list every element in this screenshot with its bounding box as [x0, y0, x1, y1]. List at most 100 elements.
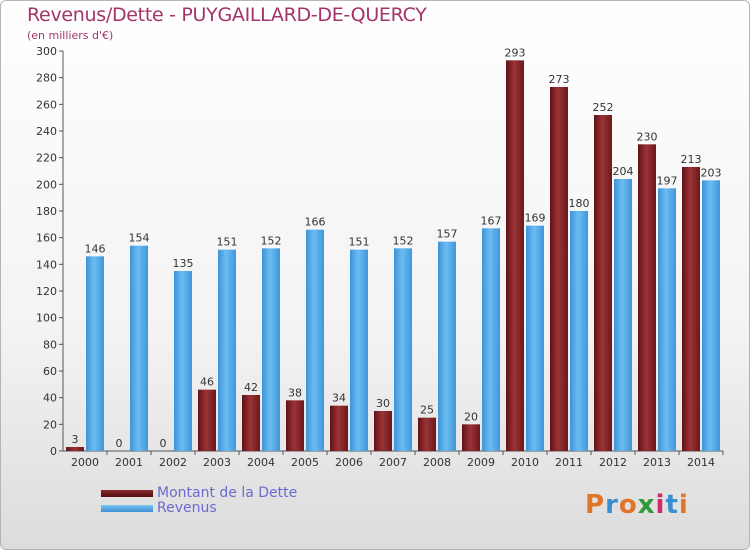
- x-tick-label: 2003: [203, 456, 231, 469]
- data-label-dette: 25: [420, 404, 434, 417]
- data-label-revenus: 154: [129, 232, 150, 245]
- y-tick-label: 220: [36, 152, 57, 165]
- legend-label-dette: Montant de la Dette: [157, 485, 298, 501]
- data-label-dette: 42: [244, 381, 258, 394]
- data-label-dette: 230: [637, 130, 658, 143]
- data-label-dette: 46: [200, 376, 214, 389]
- bar-dette: [374, 411, 392, 451]
- bar-dette: [330, 405, 348, 451]
- logo-letter: i: [678, 490, 689, 520]
- x-tick-label: 2002: [159, 456, 187, 469]
- data-label-revenus: 151: [349, 236, 370, 249]
- bar-dette: [242, 395, 260, 451]
- y-tick-label: 60: [43, 365, 57, 378]
- y-tick-label: 160: [36, 232, 57, 245]
- logo-letter: i: [655, 490, 666, 520]
- data-label-dette: 0: [116, 437, 123, 450]
- data-label-dette: 273: [549, 73, 570, 86]
- data-label-revenus: 167: [481, 214, 502, 227]
- x-tick-label: 2014: [687, 456, 715, 469]
- bar-revenus: [174, 271, 192, 451]
- x-tick-label: 2000: [71, 456, 99, 469]
- bar-revenus: [570, 211, 588, 451]
- bar-dette: [506, 60, 524, 451]
- bar-dette: [418, 417, 436, 451]
- bar-revenus: [482, 228, 500, 451]
- x-tick-label: 2004: [247, 456, 275, 469]
- data-label-revenus: 135: [173, 257, 194, 270]
- data-label-dette: 34: [332, 392, 346, 405]
- bar-dette: [286, 400, 304, 451]
- legend-swatch-dette: [101, 490, 153, 497]
- y-tick-label: 280: [36, 72, 57, 85]
- y-tick-label: 120: [36, 285, 57, 298]
- data-label-dette: 20: [464, 410, 478, 423]
- logo-letter: t: [665, 490, 679, 520]
- chart-axes: 0204060801001201401601802002202402602803…: [36, 45, 724, 469]
- chart-data-labels: 3 0 046 42 38 34 30252029327325223021314615413…: [72, 46, 722, 450]
- data-label-revenus: 203: [701, 166, 722, 179]
- bar-dette: [66, 447, 84, 451]
- bar-revenus: [614, 179, 632, 451]
- logo-letter: o: [618, 490, 638, 520]
- bar-dette: [638, 144, 656, 452]
- bar-revenus: [130, 245, 148, 451]
- data-label-dette: 0: [160, 437, 167, 450]
- data-label-dette: 3: [72, 433, 79, 446]
- data-label-revenus: 151: [217, 236, 238, 249]
- bar-dette: [550, 87, 568, 451]
- data-label-revenus: 152: [261, 234, 282, 247]
- y-tick-label: 80: [43, 338, 57, 351]
- data-label-dette: 213: [681, 153, 702, 166]
- y-tick-label: 240: [36, 125, 57, 138]
- chart-bars: [66, 60, 720, 452]
- legend-label-revenus: Revenus: [157, 500, 217, 516]
- bar-chart: 0204060801001201401601802002202402602803…: [36, 45, 724, 469]
- bar-revenus: [438, 241, 456, 451]
- data-label-dette: 30: [376, 397, 390, 410]
- logo-letter: P: [585, 490, 606, 520]
- data-label-revenus: 169: [525, 212, 546, 225]
- bar-dette: [198, 389, 216, 451]
- bar-revenus: [86, 256, 104, 451]
- x-tick-label: 2001: [115, 456, 143, 469]
- legend-swatch-revenus: [101, 505, 153, 512]
- logo-letter: r: [605, 490, 619, 520]
- x-tick-label: 2013: [643, 456, 671, 469]
- y-tick-label: 300: [36, 45, 57, 58]
- x-tick-label: 2008: [423, 456, 451, 469]
- bar-revenus: [702, 180, 720, 452]
- x-tick-label: 2009: [467, 456, 495, 469]
- data-label-revenus: 197: [657, 174, 678, 187]
- data-label-dette: 38: [288, 386, 302, 399]
- y-tick-label: 40: [43, 392, 57, 405]
- bar-dette: [594, 115, 612, 451]
- bar-revenus: [526, 225, 544, 451]
- proxiti-logo: Proxiti: [585, 490, 689, 520]
- x-tick-label: 2011: [555, 456, 583, 469]
- bar-revenus: [658, 188, 676, 452]
- y-tick-label: 180: [36, 205, 57, 218]
- bar-revenus: [350, 249, 368, 451]
- x-tick-label: 2006: [335, 456, 363, 469]
- data-label-revenus: 157: [437, 228, 458, 241]
- bar-dette: [682, 167, 700, 451]
- x-tick-label: 2007: [379, 456, 407, 469]
- data-label-revenus: 180: [569, 197, 590, 210]
- x-tick-label: 2010: [511, 456, 539, 469]
- y-tick-label: 0: [50, 445, 57, 458]
- data-label-revenus: 166: [305, 216, 326, 229]
- data-label-revenus: 204: [613, 165, 634, 178]
- chart-title: Revenus/Dette - PUYGAILLARD-DE-QUERCY: [27, 4, 427, 26]
- chart-subtitle: (en milliers d'€): [27, 29, 114, 42]
- bar-dette: [462, 424, 480, 451]
- data-label-revenus: 146: [85, 242, 106, 255]
- y-tick-label: 200: [36, 178, 57, 191]
- x-tick-label: 2005: [291, 456, 319, 469]
- bar-revenus: [262, 248, 280, 451]
- data-label-dette: 293: [505, 46, 526, 59]
- bar-revenus: [218, 249, 236, 451]
- y-tick-label: 100: [36, 312, 57, 325]
- data-label-revenus: 152: [393, 234, 414, 247]
